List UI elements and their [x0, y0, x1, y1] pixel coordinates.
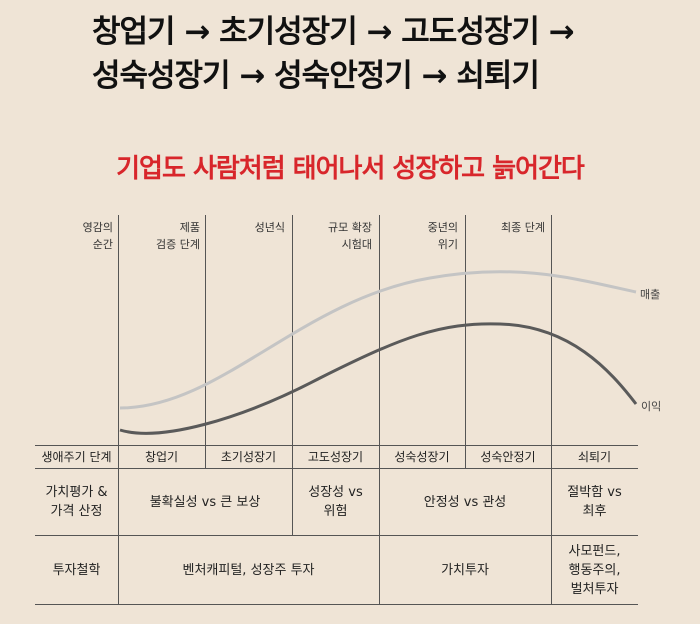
divider-line [551, 215, 552, 463]
revenue-label: 매출 [640, 288, 661, 301]
divider-line [292, 215, 293, 463]
headline-line-1: 창업기 → 초기성장기 → 고도성장기 → [92, 14, 575, 50]
divider-line [118, 446, 119, 468]
divider-line [465, 215, 466, 463]
philosophy-value: 가치투자 [441, 562, 489, 578]
profit-label: 이익 [641, 400, 662, 413]
valuation-desperation: 절박함 vs 최후 [567, 485, 622, 519]
divider-line [551, 469, 552, 535]
divider-line [205, 446, 206, 468]
table-bottom-line [35, 604, 638, 605]
stage-label-final-stage: 최종 단계 [501, 221, 545, 234]
phase-high-growth: 고도성장기 [307, 449, 364, 464]
revenue-curve [119, 270, 637, 410]
stage-label-inspiration: 영감의 순간 [82, 221, 113, 251]
phase-early-growth: 초기성장기 [220, 449, 277, 464]
divider-line [118, 215, 119, 463]
lifecycle-label: 생애주기 단계 [41, 449, 112, 464]
subtitle: 기업도 사람처럼 태어나서 성장하고 늙어간다 [116, 154, 585, 184]
stage-label-midlife-crisis: 중년의 위기 [427, 221, 458, 251]
philosophy-label: 투자철학 [52, 562, 101, 578]
profit-curve [119, 322, 638, 435]
divider-line [118, 469, 119, 535]
divider-line [379, 215, 380, 463]
philosophy-venture: 벤처캐피털, 성장주 투자 [182, 562, 315, 578]
valuation-label: 가치평가 & 가격 산정 [45, 485, 108, 519]
divider-line [465, 446, 466, 468]
stage-label-scaling-test: 규모 확장 시험대 [328, 221, 372, 251]
table-row-line [35, 468, 638, 469]
valuation-uncertainty: 불확실성 vs 큰 보상 [149, 494, 261, 510]
valuation-stability: 안정성 vs 관성 [423, 494, 507, 510]
phase-decline: 쇠퇴기 [577, 449, 612, 464]
stage-label-coming-of-age: 성년식 [254, 221, 285, 234]
divider-line [551, 536, 552, 604]
table-top-line [35, 445, 638, 446]
phase-mature-stable: 성숙안정기 [480, 449, 536, 464]
divider-line [379, 536, 380, 604]
divider-line [292, 469, 293, 535]
philosophy-vulture: 사모펀드, 행동주의, 벌처투자 [568, 543, 621, 597]
divider-line [205, 215, 206, 463]
valuation-growth-risk: 성장성 vs 위험 [308, 485, 363, 519]
divider-line [379, 446, 380, 468]
headline-line-2: 성숙성장기 → 성숙안정기 → 쇠퇴기 [92, 58, 540, 94]
stage-label-validation: 제품 검증 단계 [156, 221, 200, 251]
phase-mature-growth: 성숙성장기 [394, 449, 450, 464]
divider-line [292, 446, 293, 468]
table-row-line [35, 535, 638, 536]
divider-line [379, 469, 380, 535]
phase-startup: 창업기 [144, 449, 179, 464]
divider-line [118, 536, 119, 604]
divider-line [551, 446, 552, 468]
